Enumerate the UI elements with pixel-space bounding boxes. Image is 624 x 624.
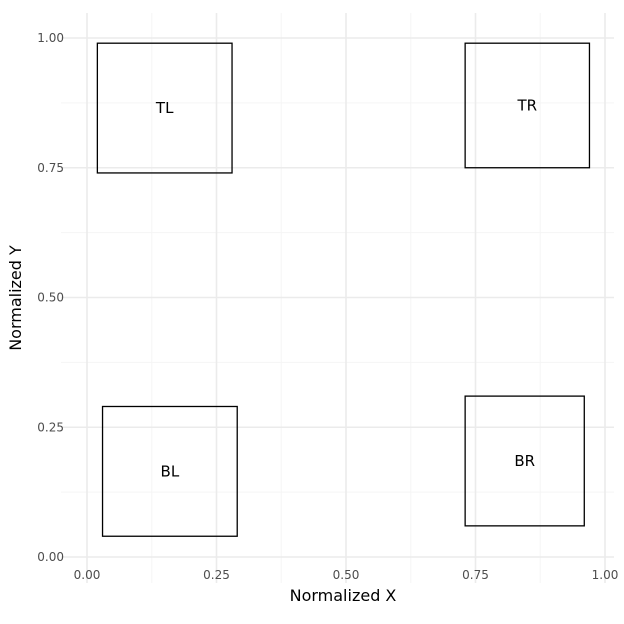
box-bl: BL	[101, 405, 238, 537]
box-br: BR	[464, 395, 585, 527]
x-tick-label: 0.25	[203, 568, 230, 582]
rectangles: TL TR BL BR	[96, 42, 591, 537]
box-tl: TL	[96, 42, 233, 174]
box-rect	[96, 42, 233, 174]
y-axis-tick-labels: 0.00 0.25 0.50 0.75 1.00	[37, 31, 64, 564]
box-rect	[101, 405, 238, 537]
x-tick-label: 0.75	[462, 568, 489, 582]
box-tr: TR	[464, 42, 591, 169]
x-tick-label: 0.50	[333, 568, 360, 582]
x-axis-tick-labels: 0.00 0.25 0.50 0.75 1.00	[74, 568, 619, 582]
box-rect	[464, 395, 585, 527]
x-tick-label: 0.00	[74, 568, 101, 582]
box-label: TL	[155, 99, 174, 117]
box-rect	[464, 42, 591, 169]
major-gridlines	[61, 13, 614, 583]
y-tick-label: 0.50	[37, 291, 64, 305]
y-tick-label: 1.00	[37, 31, 64, 45]
box-label: TR	[517, 96, 538, 114]
box-label: BL	[161, 462, 180, 480]
y-tick-label: 0.25	[37, 420, 64, 434]
y-tick-label: 0.00	[37, 550, 64, 564]
y-tick-label: 0.75	[37, 161, 64, 175]
box-label: BR	[514, 452, 535, 470]
y-axis-title: Normalized Y	[6, 245, 25, 351]
x-axis-title: Normalized X	[290, 586, 397, 605]
x-tick-label: 1.00	[592, 568, 619, 582]
